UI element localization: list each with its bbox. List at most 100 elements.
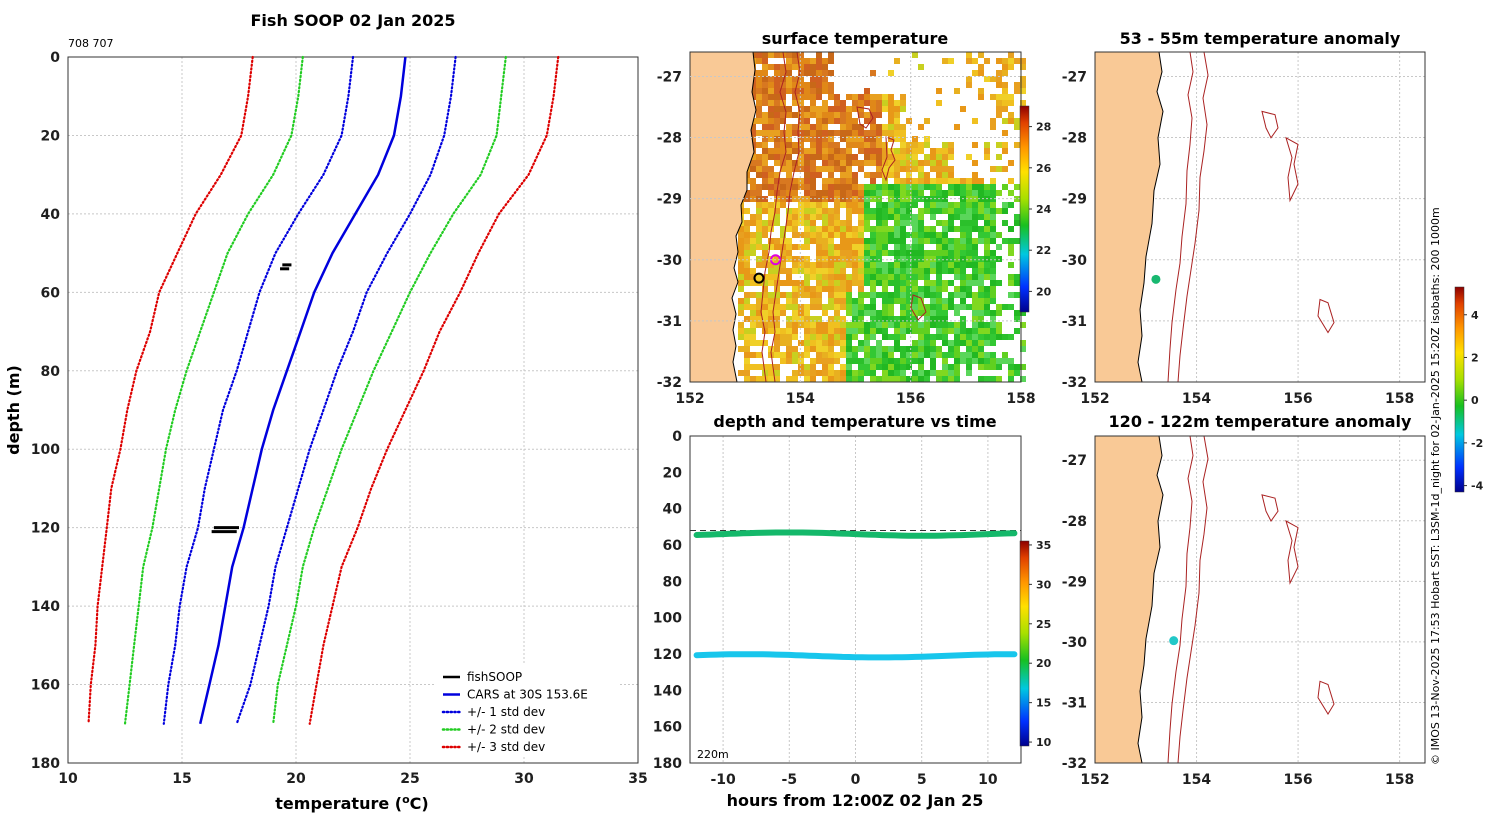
sst-pixel [738,370,744,376]
sst-pixel [990,226,996,232]
anomaly-land [1094,435,1164,764]
sst-pixel [780,70,786,76]
sst-pixel [882,94,888,100]
sst-pixel [984,244,990,250]
sst-pixel [738,346,744,352]
depth-time-chart: depth and temperature vs time -10 -5 0 5 100… [653,412,1052,810]
sst-pixel [936,286,942,292]
sst-pixel [936,220,942,226]
anomaly-map-120-122: 120 - 122m temperature anomaly 152 154 156… [1062,412,1426,788]
sst-pixel [852,358,858,364]
sst-pixel [756,82,762,88]
sst-pixel [954,238,960,244]
sst-pixel [840,154,846,160]
sst-pixel [900,316,906,322]
map-xtick: 158 [1385,391,1414,407]
sst-pixel [912,136,918,142]
sst-pixel [852,256,858,262]
sst-pixel [942,154,948,160]
sst-pixel [954,268,960,274]
sst-pixel [816,172,822,178]
sst-pixel [864,226,870,232]
sst-pixel [882,148,888,154]
sst-pixel [810,106,816,112]
sst-pixel [942,208,948,214]
sst-pixel [876,268,882,274]
sst-pixel [762,304,768,310]
sst-pixel [882,202,888,208]
sst-pixel [822,178,828,184]
sst-pixel [816,280,822,286]
sst-pixel [918,244,924,250]
sst-pixel [792,94,798,100]
sst-pixel [810,100,816,106]
sst-pixel [990,340,996,346]
sst-pixel [822,196,828,202]
sst-pixel [786,346,792,352]
sst-pixel [858,298,864,304]
sst-pixel [1002,64,1008,70]
sst-pixel [900,142,906,148]
colorbar-label: 10 [1036,736,1052,749]
sst-pixel [960,352,966,358]
sst-pixel [864,142,870,148]
sst-pixel [930,310,936,316]
sst-pixel [966,244,972,250]
sst-pixel [942,148,948,154]
sst-pixel [990,184,996,190]
sst-pixel [948,154,954,160]
sst-pixel [1014,370,1020,376]
sst-pixel [858,238,864,244]
sst-pixel [786,190,792,196]
sst-pixel [930,232,936,238]
sst-pixel [888,166,894,172]
sst-pixel [774,328,780,334]
sst-pixel [936,184,942,190]
sst-pixel [870,154,876,160]
sst-pixel [744,304,750,310]
anomaly-land [1094,51,1164,383]
sst-pixel [852,244,858,250]
sst-pixel [942,238,948,244]
sst-pixel [768,274,774,280]
sst-pixel [900,268,906,274]
sst-pixel [756,52,762,58]
sst-pixel [870,244,876,250]
sst-pixel [858,166,864,172]
sst-pixel [804,322,810,328]
sst-pixel [864,352,870,358]
sst-pixel [780,178,786,184]
sst-pixel [876,328,882,334]
sst-pixel [744,220,750,226]
sst-pixel [936,148,942,154]
sst-pixel [882,322,888,328]
sst-pixel [828,370,834,376]
sst-pixel [924,232,930,238]
sst-pixel [942,220,948,226]
sst-pixel [750,166,756,172]
sst-pixel [816,190,822,196]
sst-pixel [840,232,846,238]
sst-pixel [888,364,894,370]
sst-pixel [834,340,840,346]
sst-pixel [798,76,804,82]
sst-pixel [966,304,972,310]
sst-pixel [768,310,774,316]
sst-pixel [990,298,996,304]
sst-pixel [888,172,894,178]
sst-pixel [894,268,900,274]
sst-pixel [966,226,972,232]
sst-pixel [798,358,804,364]
sst-pixel [912,202,918,208]
sst-pixel [840,220,846,226]
sst-pixel [780,268,786,274]
sst-pixel [876,154,882,160]
sst-pixel [966,328,972,334]
sst-pixel [852,352,858,358]
sst-pixel [954,208,960,214]
sst-pixel [954,124,960,130]
sst-pixel [864,274,870,280]
sst-pixel [828,160,834,166]
sst-pixel [876,256,882,262]
sst-pixel [912,340,918,346]
